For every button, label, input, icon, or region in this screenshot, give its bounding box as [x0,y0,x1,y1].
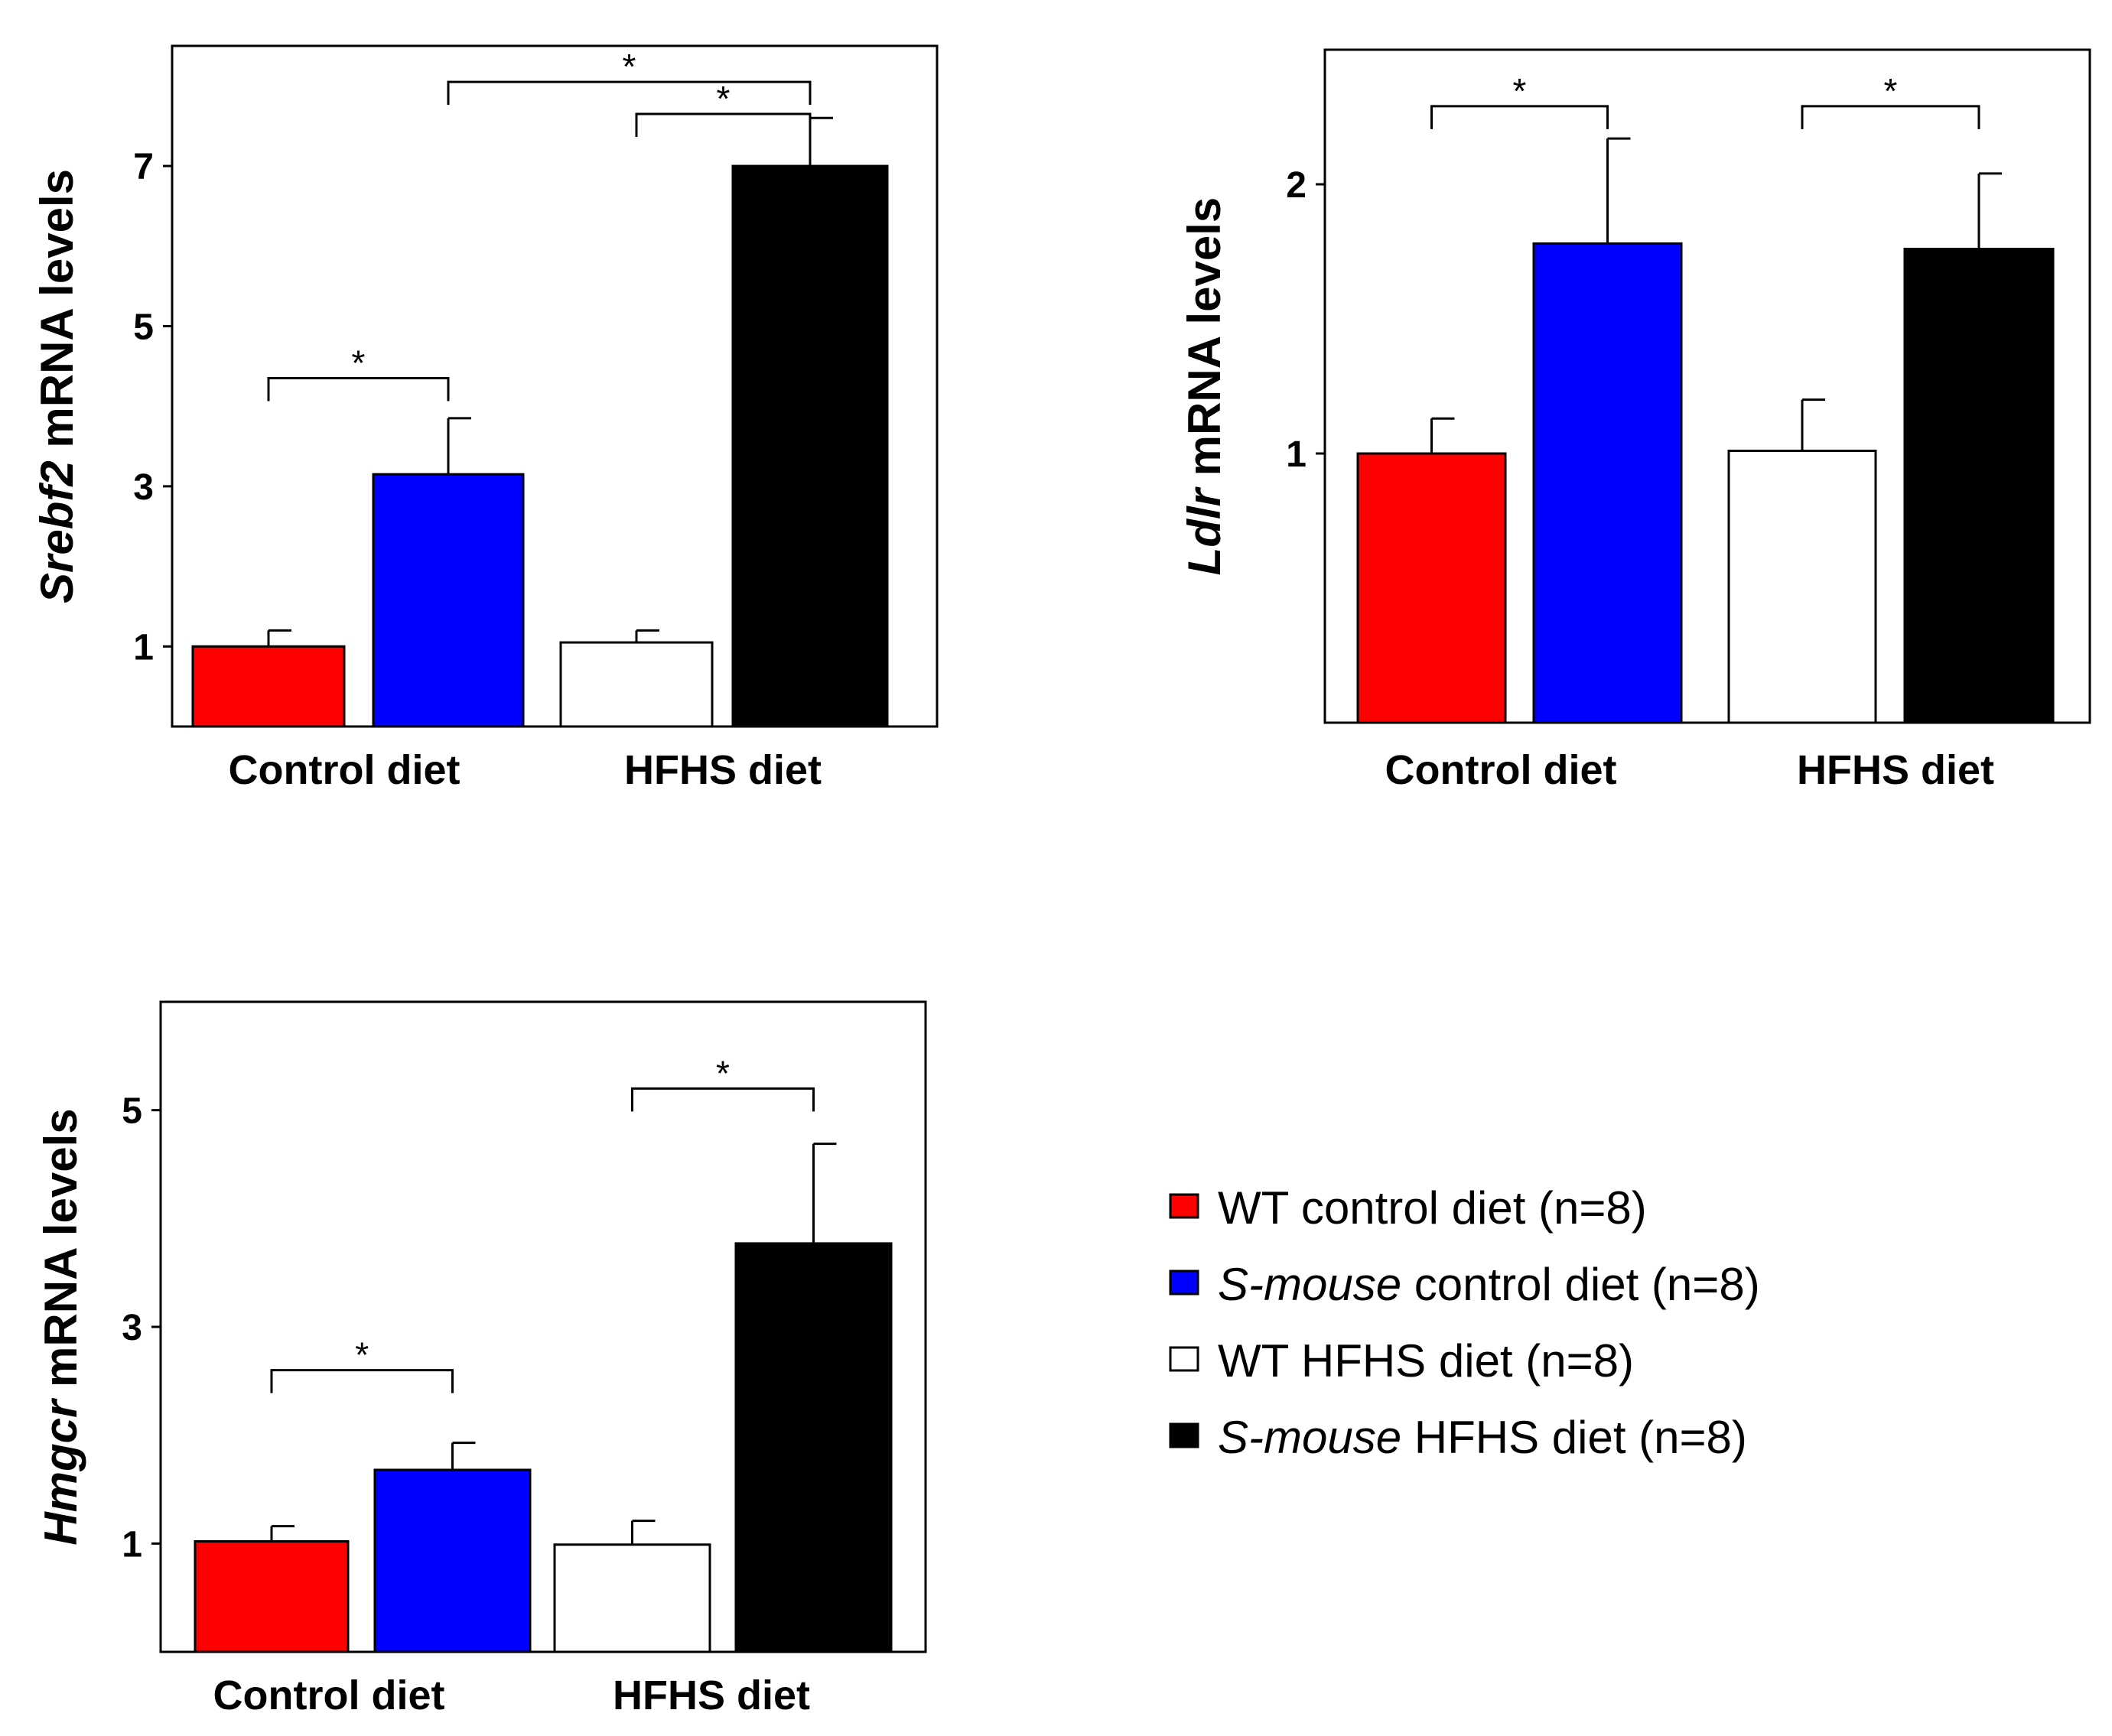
significance-bracket [635,112,812,137]
y-tick-label: 2 [1286,165,1307,206]
y-axis-label-text: mRNA levels [1179,197,1230,489]
y-axis-label-text: mRNA levels [35,1108,86,1400]
y-axis-label: Srebf2 mRNA levels [31,169,83,603]
y-tick-label: 1 [122,1524,142,1565]
legend-label-italic: S-mouse [1218,1412,1401,1463]
y-tick-label: 1 [133,627,154,668]
bar [734,1242,893,1653]
significance-bracket [447,80,812,106]
significance-bracket [270,1369,454,1393]
category-label: HFHS diet [1797,747,1994,793]
legend-swatch [1169,1269,1199,1295]
bar [194,1540,350,1653]
error-bar [1430,417,1455,454]
legend-label: S-mouse HFHS diet (n=8) [1218,1412,1747,1463]
bar [1532,242,1683,724]
error-bar [447,417,471,475]
legend-label-text: HFHS diet (n=8) [1401,1412,1747,1463]
error-bar [635,629,659,643]
y-tick-label: 7 [133,147,154,187]
y-axis-label-gene: Ldlr [1179,486,1230,575]
significance-bracket [631,1087,815,1112]
bar [731,164,889,728]
error-bar [1606,137,1631,244]
bar [1727,449,1877,724]
legend-label-italic: S-mouse [1218,1259,1401,1310]
legend-label-text: WT HFHS diet (n=8) [1218,1335,1634,1387]
y-axis-label-gene: Hmgcr [35,1397,86,1546]
legend-label-text: WT control diet (n=8) [1218,1182,1647,1234]
y-tick-label: 1 [1286,434,1307,475]
legend: WT control diet (n=8) S-mouse control die… [1169,1182,1760,1463]
srebf2-panel: 1 3 5 7 * * * Control diet HFHS diet Srebf2 mRNA … [31,44,939,793]
error-bar [1977,172,2002,249]
significance-star: * [716,1053,730,1093]
category-label: HFHS diet [613,1673,810,1718]
significance-star: * [355,1335,369,1375]
bar [1356,452,1507,724]
category-label: Control diet [213,1673,445,1718]
bar [191,645,346,728]
hmgcr-panel: 1 3 5 * * Control diet HFHS diet Hmgcr mRNA lev… [35,1000,927,1718]
error-bar [267,629,291,647]
legend-label: WT control diet (n=8) [1218,1182,1647,1234]
legend-swatch [1169,1422,1199,1448]
legend-swatch [1169,1346,1199,1372]
bar [559,641,714,728]
error-bar [270,1525,295,1542]
legend-swatch [1169,1193,1199,1219]
error-bar [1801,398,1825,451]
bar [1903,247,2055,724]
error-bar [809,116,833,167]
significance-bracket [1801,105,1980,129]
legend-label: S-mouse control diet (n=8) [1218,1259,1760,1310]
y-tick-label: 5 [122,1091,142,1132]
ldlr-panel: 1 2 * * Control diet HFHS diet Ldlr mRNA level… [1179,48,2091,793]
y-axis-label-gene: Srebf2 [31,460,83,603]
plot-frame [171,44,939,728]
significance-star: * [623,47,636,86]
y-axis-label: Hmgcr mRNA levels [35,1108,86,1545]
significance-star: * [717,79,731,119]
significance-star: * [1884,71,1898,111]
error-bar [631,1520,656,1545]
category-label: Control diet [229,747,460,793]
category-label: Control diet [1385,747,1617,793]
y-tick-label: 5 [133,307,154,347]
significance-star: * [352,343,366,383]
y-tick-label: 3 [133,467,154,508]
legend-label-text: control diet (n=8) [1401,1259,1760,1310]
y-axis-label-text: mRNA levels [31,169,83,460]
y-tick-label: 3 [122,1308,142,1348]
legend-label: WT HFHS diet (n=8) [1218,1335,1634,1387]
category-label: HFHS diet [624,747,822,793]
plot-frame [1323,48,2091,724]
significance-star: * [1513,71,1527,111]
error-bar [812,1143,837,1243]
significance-bracket [1430,105,1609,129]
error-bar [451,1442,476,1470]
bar [373,1468,532,1653]
y-axis-label: Ldlr mRNA levels [1179,197,1230,576]
significance-bracket [267,377,450,401]
bar [372,473,525,728]
bar [553,1543,711,1653]
